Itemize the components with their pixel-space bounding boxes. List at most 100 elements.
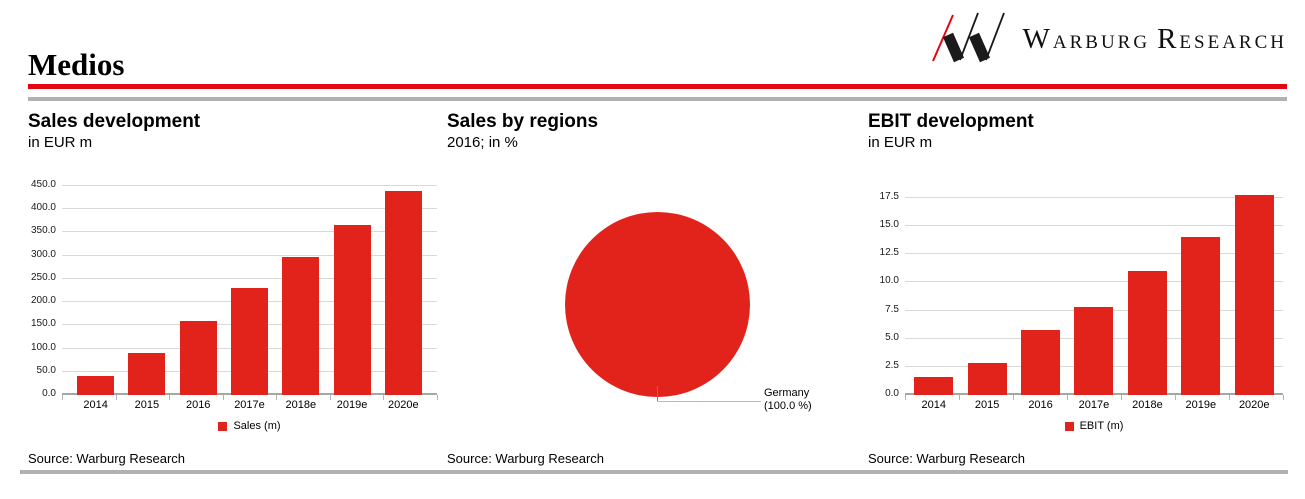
- y-tick-label: 400.0: [30, 202, 56, 214]
- source-note: Source: Warburg Research: [868, 451, 1026, 466]
- gridline: [62, 185, 437, 186]
- chart-subtitle: in EUR m: [868, 134, 933, 151]
- x-tick-label: 2016: [1028, 399, 1053, 411]
- legend-label: Sales (m): [233, 420, 281, 432]
- bar-2020e: [1234, 194, 1274, 395]
- x-tick-label: 2017e: [1078, 399, 1110, 411]
- x-tick-label: 2015: [974, 399, 1000, 411]
- pie-slice-callout: Germany (100.0 %): [764, 387, 812, 413]
- x-tick-label: 2015: [134, 399, 160, 411]
- pie-slice-germany: [565, 212, 750, 397]
- warburg-research-logo: WARBURG RESEARCH: [927, 8, 1287, 70]
- bar-2014: [77, 376, 115, 395]
- y-tick-label: 300.0: [30, 248, 56, 260]
- x-tick-label: 2017e: [234, 399, 265, 411]
- bar-2014: [914, 377, 954, 395]
- x-axis-tick: [276, 395, 278, 400]
- y-tick-label: 15.0: [879, 219, 899, 231]
- x-tick-label: 2019e: [336, 399, 368, 411]
- legend-swatch: [218, 421, 228, 431]
- bar-2016: [1021, 329, 1061, 395]
- ebit-development-section: EBIT development in EUR m 0.0 2.5 5.0 7.5 10…: [868, 110, 1288, 466]
- y-tick-label: 250.0: [30, 271, 56, 283]
- x-axis-tick: [115, 395, 117, 400]
- warburg-w-mark-icon: [931, 12, 1005, 63]
- legend: Sales (m): [62, 420, 437, 432]
- x-axis-tick: [959, 395, 960, 400]
- y-tick-label: 450.0: [30, 179, 56, 190]
- x-tick-label: 2019e: [1185, 399, 1217, 411]
- x-axis-tick: [1229, 395, 1230, 400]
- x-axis-tick: [1175, 395, 1176, 400]
- page-title: Medios: [28, 46, 125, 82]
- y-tick-label: 50.0: [36, 364, 56, 376]
- chart-title: Sales development: [28, 111, 201, 132]
- bar-2015: [128, 353, 166, 395]
- x-axis-tick: [62, 395, 63, 400]
- y-tick-label: 0.0: [885, 388, 899, 399]
- header-gray-rule: [28, 97, 1287, 101]
- gridline: [905, 197, 1283, 198]
- chart-title: EBIT development: [868, 111, 1034, 132]
- legend: EBIT (m): [905, 420, 1283, 432]
- pie-slice-label: Germany: [764, 387, 810, 399]
- y-tick-label: 12.5: [879, 247, 899, 259]
- x-axis-tick: [169, 395, 171, 400]
- callout-leader-vertical: [657, 386, 658, 401]
- x-axis-tick: [1283, 395, 1284, 400]
- bars-group: [62, 176, 437, 395]
- bar-2018e: [282, 256, 320, 395]
- bar-2017e: [1074, 307, 1114, 395]
- plot-area: 0.0 50.0 100.0 150.0 200.0 250.0 300.0 350.0 400…: [31, 176, 438, 400]
- y-tick-label: 17.5: [879, 191, 899, 202]
- y-tick-label: 5.0: [885, 331, 899, 343]
- x-axis-tick: [222, 395, 224, 400]
- x-tick-label: 2014: [83, 399, 108, 411]
- chart-subtitle: in EUR m: [28, 134, 93, 151]
- x-tick-label: 2020e: [1238, 399, 1270, 411]
- x-axis-tick: [329, 395, 331, 400]
- x-axis-tick: [1121, 395, 1122, 400]
- x-tick-label: 2020e: [388, 399, 419, 411]
- bar-2016: [179, 320, 217, 395]
- source-note: Source: Warburg Research: [447, 451, 605, 466]
- x-axis-tick: [905, 395, 906, 400]
- chart-title: Sales by regions: [447, 111, 599, 132]
- y-tick-label: 0.0: [42, 388, 56, 399]
- gridline: [62, 254, 437, 256]
- callout-leader-horizontal: [657, 401, 761, 402]
- plot-area: 0.0 2.5 5.0 7.5 10.0 12.5 15.0 17.5: [880, 176, 1284, 400]
- gridline: [905, 225, 1283, 227]
- bar-2019e: [1181, 237, 1221, 395]
- y-tick-label: 150.0: [30, 318, 56, 330]
- x-axis-tick: [1013, 395, 1014, 400]
- pie-slice-value: (100.0 %): [764, 400, 812, 412]
- gridline: [905, 253, 1283, 255]
- x-tick-label: 2018e: [285, 399, 317, 411]
- footer-gray-rule: [20, 470, 1288, 474]
- y-tick-label: 2.5: [885, 359, 899, 371]
- sales-by-regions-section: Sales by regions 2016; in % Germany (100…: [447, 110, 847, 466]
- brand-wordmark: WARBURG RESEARCH: [1022, 22, 1287, 55]
- y-tick-label: 350.0: [30, 225, 56, 237]
- chart-subtitle: 2016; in %: [447, 134, 518, 151]
- gridline: [905, 281, 1283, 283]
- x-axis-tick: [383, 395, 385, 400]
- x-axis-labels: 2014 2015 2016 2017e 2018e 2019e 2020e: [62, 399, 437, 411]
- ebit-bar-chart: 0.0 2.5 5.0 7.5 10.0 12.5 15.0 17.5 2014 2015 201…: [868, 176, 1288, 432]
- sales-bar-chart: 0.0 50.0 100.0 150.0 200.0 250.0 300.0 350.0 400…: [28, 176, 438, 432]
- x-tick-label: 2016: [185, 399, 211, 411]
- legend-swatch: [1064, 421, 1074, 431]
- bar-2019e: [333, 225, 371, 395]
- x-tick-label: 2018e: [1132, 399, 1163, 411]
- source-note: Source: Warburg Research: [28, 451, 186, 466]
- bar-2015: [967, 363, 1007, 395]
- bar-2017e: [230, 288, 268, 395]
- y-tick-label: 7.5: [885, 303, 899, 315]
- gridline: [62, 208, 437, 210]
- y-tick-label: 200.0: [30, 295, 56, 307]
- legend-label: EBIT (m): [1079, 420, 1124, 432]
- bar-2020e: [384, 190, 422, 395]
- x-axis-tick: [1067, 395, 1068, 400]
- header-red-rule: [28, 84, 1287, 89]
